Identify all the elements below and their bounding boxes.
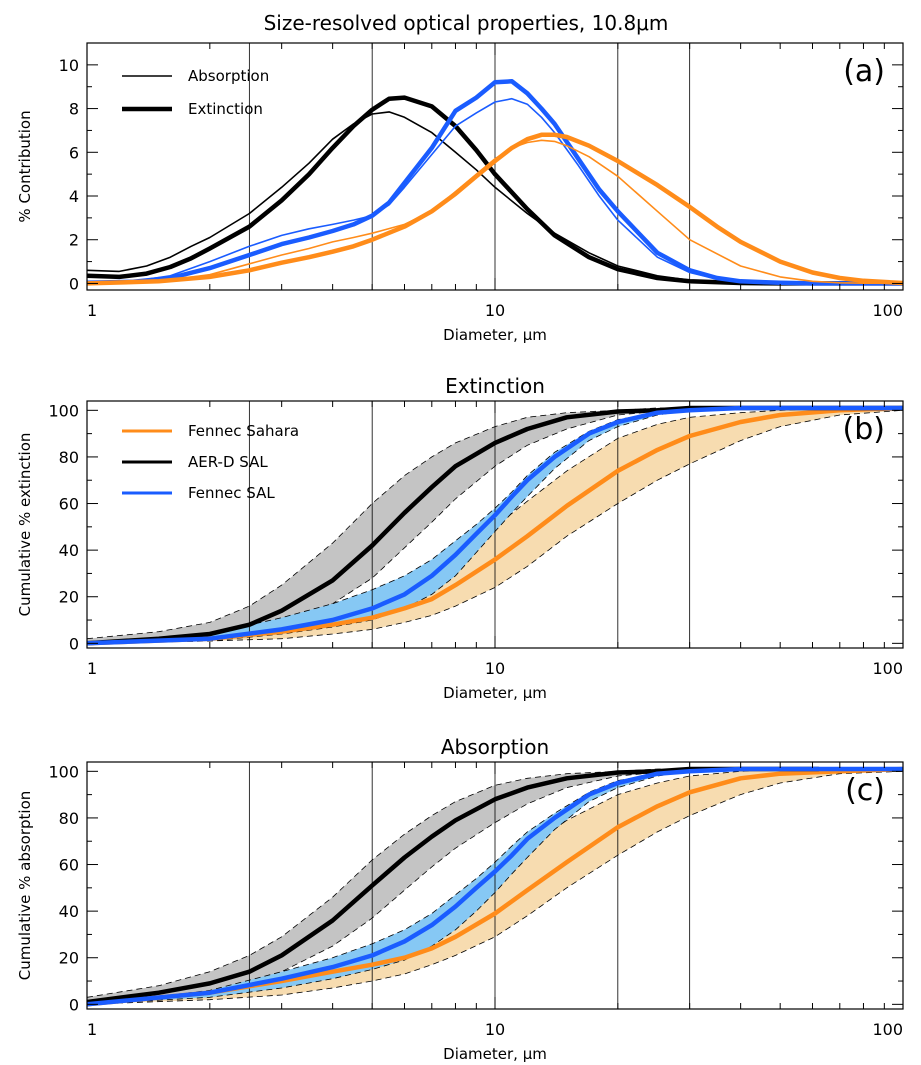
panel-c-xtick-label: 100 (872, 1020, 903, 1039)
figure-title: Size-resolved optical properties, 10.8μm (264, 11, 669, 35)
panel-a-legend: Absorption Extinction (122, 67, 269, 118)
legend-fennec-sahara-label: Fennec Sahara (188, 422, 299, 440)
panel-a-xtick-label: 1 (87, 301, 97, 320)
panel-b-ytick-label: 60 (59, 495, 79, 514)
panel-b-title: Extinction (445, 374, 545, 398)
panel-b-label: (b) (843, 412, 885, 447)
panel-c-ytick-label: 40 (59, 902, 79, 921)
panel-c-fennec_sahara-median-line (87, 766, 903, 1007)
panel-b-ytick-label: 80 (59, 448, 79, 467)
panel-b-ytick-label: 0 (69, 634, 79, 653)
panel-b-aerd_sal-band (87, 408, 903, 644)
panel-c: Absorption 0 20 40 60 80 100 1 10 100 Diameter, … (16, 735, 904, 1063)
panel-c-xlabel: Diameter, μm (443, 1045, 547, 1063)
panel-a-aerd_sal-thick-line (87, 95, 903, 286)
legend-extinction-label: Extinction (188, 100, 263, 118)
panel-b: Extinction 0 20 40 60 80 100 1 10 100 Diameter, … (16, 374, 904, 702)
panel-c-xtick-label: 10 (485, 1020, 505, 1039)
panel-a-ytick-label: 8 (69, 100, 79, 119)
panel-a-xtick-label: 10 (485, 301, 505, 320)
panel-b-xtick-label: 10 (485, 659, 505, 678)
panel-c-ylabel: Cumulative % absorption (16, 791, 34, 981)
panel-a: 0 2 4 6 8 10 1 10 100 Diameter, μm % Contributio… (16, 42, 904, 344)
panel-c-ytick-label: 0 (69, 995, 79, 1014)
panel-c-ytick-label: 60 (59, 856, 79, 875)
panel-c-fennec_sal-median-line (87, 766, 903, 1007)
legend-aerd-sal-label: AER-D SAL (188, 453, 268, 471)
legend-absorption-label: Absorption (188, 67, 269, 85)
panel-c-title: Absorption (441, 735, 549, 759)
panel-c-ytick-label: 100 (48, 762, 79, 781)
panel-b-xlabel: Diameter, μm (443, 684, 547, 702)
panel-a-ytick-label: 2 (69, 231, 79, 250)
panel-b-fennec_sahara-lower-bound (87, 409, 903, 644)
panel-b-xtick-label: 1 (87, 659, 97, 678)
panel-c-xtick-label: 1 (87, 1020, 97, 1039)
panel-b-aerd_sal-upper-bound (87, 407, 903, 640)
legend-fennec-sal-label: Fennec SAL (188, 484, 275, 502)
panel-a-ytick-label: 4 (69, 187, 79, 206)
panel-c-ytick-label: 20 (59, 949, 79, 968)
panel-b-fennec_sal-median-line (87, 405, 903, 646)
panel-b-fennec_sahara-median-line (87, 405, 903, 646)
panel-b-ytick-label: 100 (48, 401, 79, 420)
panel-a-ytick-label: 10 (59, 56, 79, 75)
panel-c-ytick-label: 80 (59, 809, 79, 828)
panel-b-legend: Fennec Sahara AER-D SAL Fennec SAL (122, 422, 299, 502)
panel-b-ytick-label: 20 (59, 588, 79, 607)
panel-c-label: (c) (845, 773, 885, 808)
panel-a-ytick-label: 6 (69, 143, 79, 162)
panel-c-aerd_sal-band (87, 769, 819, 1005)
panel-a-ylabel: % Contribution (16, 110, 34, 222)
panel-c-aerd_sal-median-line (87, 766, 821, 1005)
panel-a-fennec_sahara-thick-line (87, 132, 903, 286)
panel-a-xtick-label: 100 (872, 301, 903, 320)
panel-a-xlabel: Diameter, μm (443, 326, 547, 344)
panel-b-ylabel: Cumulative % extinction (16, 433, 34, 617)
panel-b-xtick-label: 100 (872, 659, 903, 678)
panel-a-label: (a) (843, 54, 885, 89)
panel-b-aerd_sal-median-line (87, 405, 903, 646)
panel-b-ytick-label: 40 (59, 541, 79, 560)
panel-a-ytick-label: 0 (69, 274, 79, 293)
panel-a-fennec_sal-thick-line (87, 79, 903, 286)
